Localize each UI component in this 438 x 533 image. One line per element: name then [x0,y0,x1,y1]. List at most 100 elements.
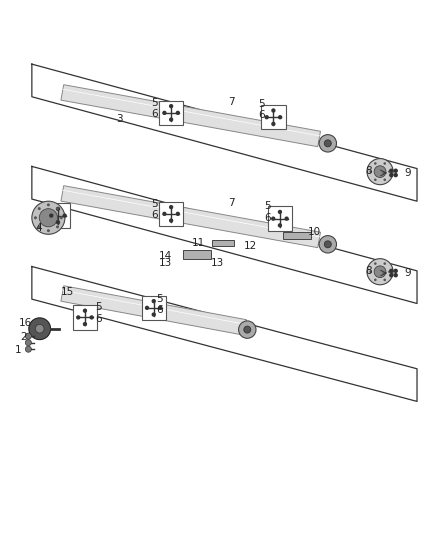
Text: 6: 6 [156,305,162,316]
Circle shape [63,214,66,217]
Circle shape [244,326,251,333]
Circle shape [369,171,372,173]
Text: 13: 13 [211,258,224,268]
Circle shape [35,325,44,333]
Circle shape [29,318,50,340]
Text: 9: 9 [404,268,411,278]
Circle shape [163,212,166,215]
Circle shape [39,208,57,227]
Circle shape [374,266,386,278]
Circle shape [90,316,93,319]
Bar [141,296,166,320]
Text: 14: 14 [159,251,173,261]
Circle shape [170,206,173,208]
Circle shape [77,316,80,319]
Text: 5: 5 [95,302,102,312]
Text: 3: 3 [117,114,123,124]
Circle shape [369,270,372,273]
Bar [159,101,184,125]
Bar [268,206,292,231]
Circle shape [390,169,393,172]
Circle shape [239,321,256,338]
Circle shape [272,109,275,112]
Circle shape [50,214,53,217]
Bar [183,249,212,259]
Text: 7: 7 [228,98,234,108]
Text: 8: 8 [365,166,371,176]
Circle shape [170,104,173,108]
Circle shape [383,162,386,165]
Text: 6: 6 [151,210,158,220]
Circle shape [170,118,173,121]
Circle shape [319,135,336,152]
Circle shape [388,171,391,173]
Circle shape [374,162,377,165]
Text: 12: 12 [244,241,257,251]
Text: 2: 2 [21,332,27,342]
Polygon shape [61,286,247,335]
Text: 5: 5 [151,98,158,108]
Circle shape [279,116,282,119]
Bar [261,105,286,130]
Circle shape [390,273,393,277]
Text: 10: 10 [307,227,321,237]
Bar [212,240,234,246]
Bar [73,305,97,329]
Circle shape [25,340,32,346]
Circle shape [388,270,391,273]
Circle shape [34,216,37,219]
Circle shape [152,300,155,303]
Text: 6: 6 [95,314,102,324]
Circle shape [272,123,275,125]
Text: 7: 7 [228,198,234,208]
Text: 13: 13 [159,258,173,268]
Circle shape [279,211,281,213]
Text: 4: 4 [35,223,42,233]
Circle shape [57,207,60,211]
Text: 16: 16 [19,318,32,328]
Text: 5: 5 [151,199,158,209]
Circle shape [324,241,331,248]
Circle shape [383,262,386,265]
Bar [283,232,311,239]
Circle shape [25,333,32,339]
Circle shape [38,207,41,210]
Polygon shape [61,185,321,248]
Circle shape [60,216,63,219]
Circle shape [383,279,386,281]
Circle shape [367,259,393,285]
Circle shape [374,166,386,177]
Text: 5: 5 [265,201,271,212]
Circle shape [57,221,60,224]
Circle shape [374,279,377,281]
Circle shape [394,273,397,277]
Text: 5: 5 [156,294,162,304]
Circle shape [163,111,166,115]
Circle shape [56,225,59,228]
Circle shape [319,236,336,253]
Circle shape [394,269,397,272]
Bar [46,204,70,228]
Circle shape [374,179,377,181]
Circle shape [56,207,59,210]
Text: 8: 8 [365,266,371,276]
Circle shape [38,225,41,228]
Text: 9: 9 [404,168,411,178]
Circle shape [159,306,162,309]
Circle shape [367,158,393,184]
Circle shape [394,169,397,172]
Circle shape [152,313,155,316]
Circle shape [84,309,86,312]
Circle shape [177,111,179,115]
Polygon shape [61,85,321,147]
Text: 6: 6 [265,213,271,223]
Circle shape [324,140,331,147]
Text: 6: 6 [151,109,158,119]
Circle shape [394,174,397,176]
Circle shape [390,174,393,176]
Circle shape [47,229,50,232]
Circle shape [145,306,148,309]
Circle shape [47,204,50,206]
Text: 5: 5 [258,99,265,109]
Circle shape [285,217,288,220]
